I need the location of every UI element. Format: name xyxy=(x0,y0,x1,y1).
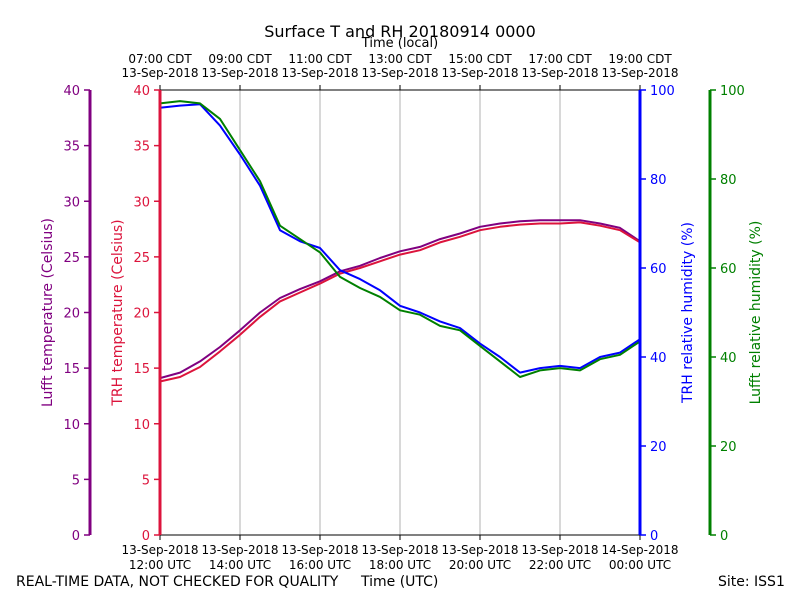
y-tick-label: 20 xyxy=(650,440,667,455)
y-tick-label: 0 xyxy=(72,529,80,544)
series-line-lufft-temp xyxy=(159,219,641,380)
top-tick-label-date: 13-Sep-2018 xyxy=(601,66,678,80)
lufft-humidity-axis: 0 20 40 60 80 100 Lufft relative humidity (%) xyxy=(708,84,764,544)
x-tick-label-time: 00:00 UTC xyxy=(609,558,671,570)
x-tick-label-time: 16:00 UTC xyxy=(289,558,351,570)
y-tick-label: 35 xyxy=(63,140,80,155)
lufft-temperature-axis: 0 5 10 15 20 25 30 35 40 Lufft temperature (Celsi… xyxy=(40,84,92,544)
y-tick-label: 0 xyxy=(142,529,150,544)
series-line-trh-temp xyxy=(159,221,641,383)
y-tick-label: 10 xyxy=(133,418,150,433)
y-tick-label: 40 xyxy=(63,84,80,99)
surface-t-rh-chart: Surface T and RH 20180914 0000 Time (loc… xyxy=(40,22,764,570)
y-tick-label: 0 xyxy=(650,529,658,544)
y-tick-label: 25 xyxy=(63,251,80,266)
y-tick-label: 10 xyxy=(63,418,80,433)
series-line-lufft-rh xyxy=(159,100,641,378)
x-tick-label-date: 13-Sep-2018 xyxy=(121,543,198,557)
x-tick-label-date: 13-Sep-2018 xyxy=(521,543,598,557)
y-axis-label: Lufft relative humidity (%) xyxy=(748,221,764,405)
y-tick-label: 30 xyxy=(133,195,150,210)
y-tick-label: 60 xyxy=(650,262,667,277)
top-tick-label-date: 13-Sep-2018 xyxy=(441,66,518,80)
y-axes: 0 5 10 15 20 25 30 35 40 Lufft temperature (Celsi… xyxy=(40,84,764,544)
x-tick-label-time: 18:00 UTC xyxy=(369,558,431,570)
top-tick-label-date: 13-Sep-2018 xyxy=(281,66,358,80)
series-line-trh-rh xyxy=(159,103,641,374)
quality-disclaimer: REAL-TIME DATA, NOT CHECKED FOR QUALITY xyxy=(16,574,339,590)
series-lines xyxy=(159,100,641,383)
x-tick-label-date: 13-Sep-2018 xyxy=(201,543,278,557)
y-tick-label: 5 xyxy=(72,473,80,488)
x-tick-label-date: 13-Sep-2018 xyxy=(361,543,438,557)
x-tick-label-date: 14-Sep-2018 xyxy=(601,543,678,557)
y-tick-label: 40 xyxy=(650,351,667,366)
y-tick-label: 35 xyxy=(133,140,150,155)
y-tick-label: 30 xyxy=(63,195,80,210)
grid-lines xyxy=(239,90,561,535)
y-axis-label: TRH temperature (Celsius) xyxy=(110,219,126,406)
top-tick-label-time: 11:00 CDT xyxy=(288,52,352,66)
chart-title: Surface T and RH 20180914 0000 xyxy=(264,22,536,41)
y-tick-label: 40 xyxy=(720,351,737,366)
y-tick-label: 25 xyxy=(133,251,150,266)
top-tick-label-time: 17:00 CDT xyxy=(528,52,592,66)
y-tick-label: 15 xyxy=(133,362,150,377)
y-tick-label: 100 xyxy=(650,84,675,99)
x-tick-label-time: 12:00 UTC xyxy=(129,558,191,570)
site-label: Site: ISS1 xyxy=(718,574,785,590)
y-tick-label: 20 xyxy=(720,440,737,455)
top-tick-label-date: 13-Sep-2018 xyxy=(521,66,598,80)
y-tick-label: 80 xyxy=(720,173,737,188)
x-tick-label-time: 22:00 UTC xyxy=(529,558,591,570)
trh-humidity-axis: 0 20 40 60 80 100 TRH relative humidity (%) xyxy=(638,84,696,544)
top-tick-label-time: 09:00 CDT xyxy=(208,52,272,66)
y-tick-label: 40 xyxy=(133,84,150,99)
y-tick-label: 20 xyxy=(133,307,150,322)
top-tick-label-date: 13-Sep-2018 xyxy=(201,66,278,80)
x-tick-label-date: 13-Sep-2018 xyxy=(441,543,518,557)
x-tick-label-time: 14:00 UTC xyxy=(209,558,271,570)
top-tick-label-date: 13-Sep-2018 xyxy=(121,66,198,80)
top-tick-label-time: 07:00 CDT xyxy=(128,52,192,66)
y-axis-label: Lufft temperature (Celsius) xyxy=(40,218,56,407)
x-tick-label-time: 20:00 UTC xyxy=(449,558,511,570)
y-tick-label: 5 xyxy=(142,473,150,488)
y-tick-label: 60 xyxy=(720,262,737,277)
top-tick-label-time: 19:00 CDT xyxy=(608,52,672,66)
top-axis-label: Time (local) xyxy=(361,36,438,51)
y-tick-label: 0 xyxy=(720,529,728,544)
top-tick-label-time: 15:00 CDT xyxy=(448,52,512,66)
x-axis-label: Time (UTC) xyxy=(361,574,439,590)
y-axis-label: TRH relative humidity (%) xyxy=(680,222,696,404)
y-tick-label: 80 xyxy=(650,173,667,188)
x-tick-label-date: 13-Sep-2018 xyxy=(281,543,358,557)
y-tick-label: 100 xyxy=(720,84,745,99)
top-tick-label-time: 13:00 CDT xyxy=(368,52,432,66)
y-tick-label: 15 xyxy=(63,362,80,377)
trh-temperature-axis: 0 5 10 15 20 25 30 35 40 TRH temperature (Celsius… xyxy=(110,84,162,544)
y-tick-label: 20 xyxy=(63,307,80,322)
top-tick-label-date: 13-Sep-2018 xyxy=(361,66,438,80)
